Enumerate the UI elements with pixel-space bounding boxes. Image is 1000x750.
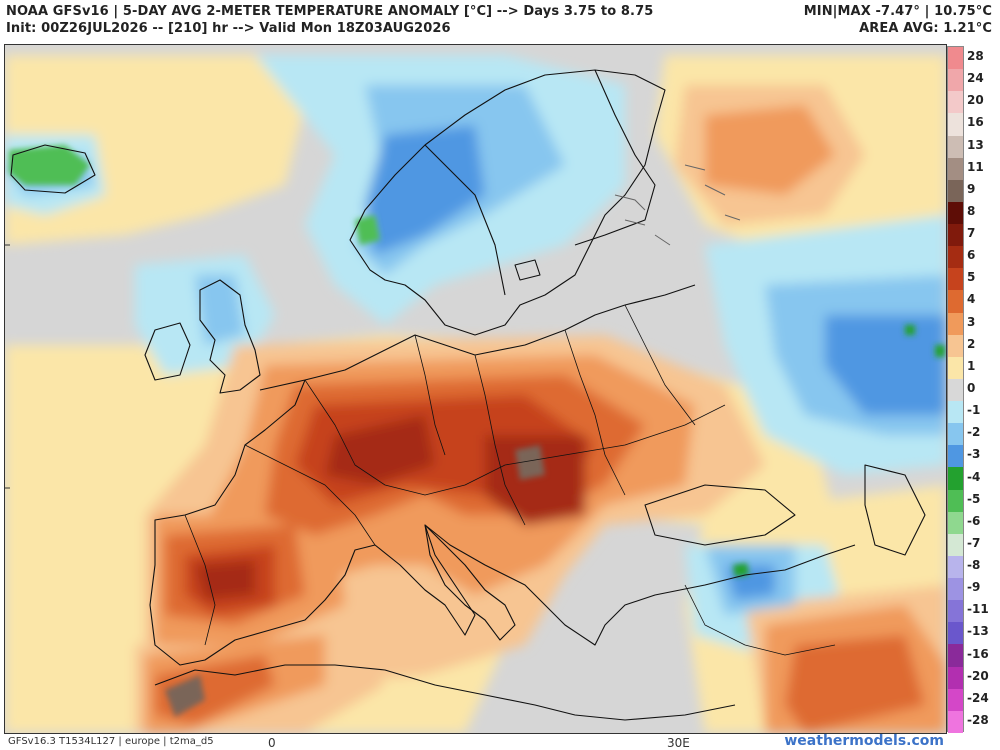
colorbar-label: 0 — [967, 381, 976, 395]
colorbar-swatch — [948, 666, 963, 689]
colorbar-swatch — [948, 622, 963, 645]
colorbar-label: -11 — [967, 602, 989, 617]
longitude-label-0: 0 — [268, 736, 276, 750]
colorbar-swatch — [948, 69, 963, 92]
colorbar-swatch — [948, 312, 963, 335]
colorbar-label: 8 — [967, 203, 976, 218]
colorbar-label: -8 — [967, 558, 981, 573]
colorbar-label: -24 — [967, 690, 989, 705]
colorbar-swatch — [948, 578, 963, 601]
area-average-label: AREA AVG: 1.21°C — [859, 21, 992, 36]
colorbar-label: 4 — [967, 292, 976, 307]
colorbar-swatch — [948, 489, 963, 512]
temperature-colorbar — [947, 46, 964, 733]
colorbar-swatch — [948, 378, 963, 401]
colorbar-label: 1 — [967, 358, 976, 373]
colorbar-swatch — [948, 467, 963, 490]
colorbar-label: 9 — [967, 181, 976, 196]
colorbar-label: -5 — [967, 491, 981, 506]
longitude-label-30e: 30E — [667, 736, 690, 750]
min-max-label: MIN|MAX -7.47° | 10.75°C — [803, 4, 992, 19]
colorbar-swatch — [948, 644, 963, 667]
colorbar-swatch — [948, 91, 963, 114]
colorbar-label: 2 — [967, 336, 976, 351]
colorbar-label: -20 — [967, 668, 989, 683]
colorbar-label: 16 — [967, 115, 984, 130]
model-info: GFSv16.3 T1534L127 | europe | t2ma_d5 — [8, 736, 214, 747]
colorbar-swatch — [948, 688, 963, 711]
colorbar-label: -1 — [967, 403, 981, 418]
init-valid-time: Init: 00Z26JUL2026 -- [210] hr --> Valid… — [6, 21, 451, 36]
colorbar-swatch — [948, 356, 963, 379]
colorbar-swatch — [948, 224, 963, 247]
colorbar-label: -2 — [967, 425, 981, 440]
colorbar-swatch — [948, 246, 963, 269]
colorbar-label: 3 — [967, 314, 976, 329]
colorbar-swatch — [948, 445, 963, 468]
colorbar-label: 5 — [967, 270, 976, 285]
colorbar-swatch — [948, 401, 963, 424]
colorbar-label: -3 — [967, 447, 981, 462]
colorbar-swatch — [948, 710, 963, 733]
colorbar-label: 6 — [967, 248, 976, 263]
colorbar-label: 28 — [967, 49, 984, 64]
colorbar-swatch — [948, 334, 963, 357]
colorbar-label: -6 — [967, 513, 981, 528]
colorbar-swatch — [948, 600, 963, 623]
colorbar-swatch — [948, 533, 963, 556]
colorbar-swatch — [948, 511, 963, 534]
colorbar-swatch — [948, 135, 963, 158]
colorbar-label: -16 — [967, 646, 989, 661]
brand-link[interactable]: weathermodels.com — [784, 733, 944, 749]
colorbar-label: -13 — [967, 624, 989, 639]
colorbar-label: 7 — [967, 226, 976, 241]
temperature-anomaly-map — [4, 44, 947, 734]
colorbar-label: -9 — [967, 580, 981, 595]
colorbar-label: 13 — [967, 137, 984, 152]
colorbar-label: 11 — [967, 159, 984, 174]
colorbar-label: -4 — [967, 469, 981, 484]
colorbar-swatch — [948, 201, 963, 224]
colorbar-label: 20 — [967, 93, 984, 108]
colorbar-swatch — [948, 157, 963, 180]
colorbar-swatch — [948, 179, 963, 202]
colorbar-swatch — [948, 290, 963, 313]
colorbar-label: 24 — [967, 71, 984, 86]
colorbar-swatch — [948, 268, 963, 291]
map-title: NOAA GFSv16 | 5-DAY AVG 2-METER TEMPERAT… — [6, 4, 654, 19]
colorbar-swatch — [948, 555, 963, 578]
colorbar-swatch — [948, 113, 963, 136]
colorbar-swatch — [948, 47, 963, 70]
colorbar-swatch — [948, 423, 963, 446]
colorbar-label: -28 — [967, 712, 989, 727]
colorbar-label: -7 — [967, 535, 981, 550]
